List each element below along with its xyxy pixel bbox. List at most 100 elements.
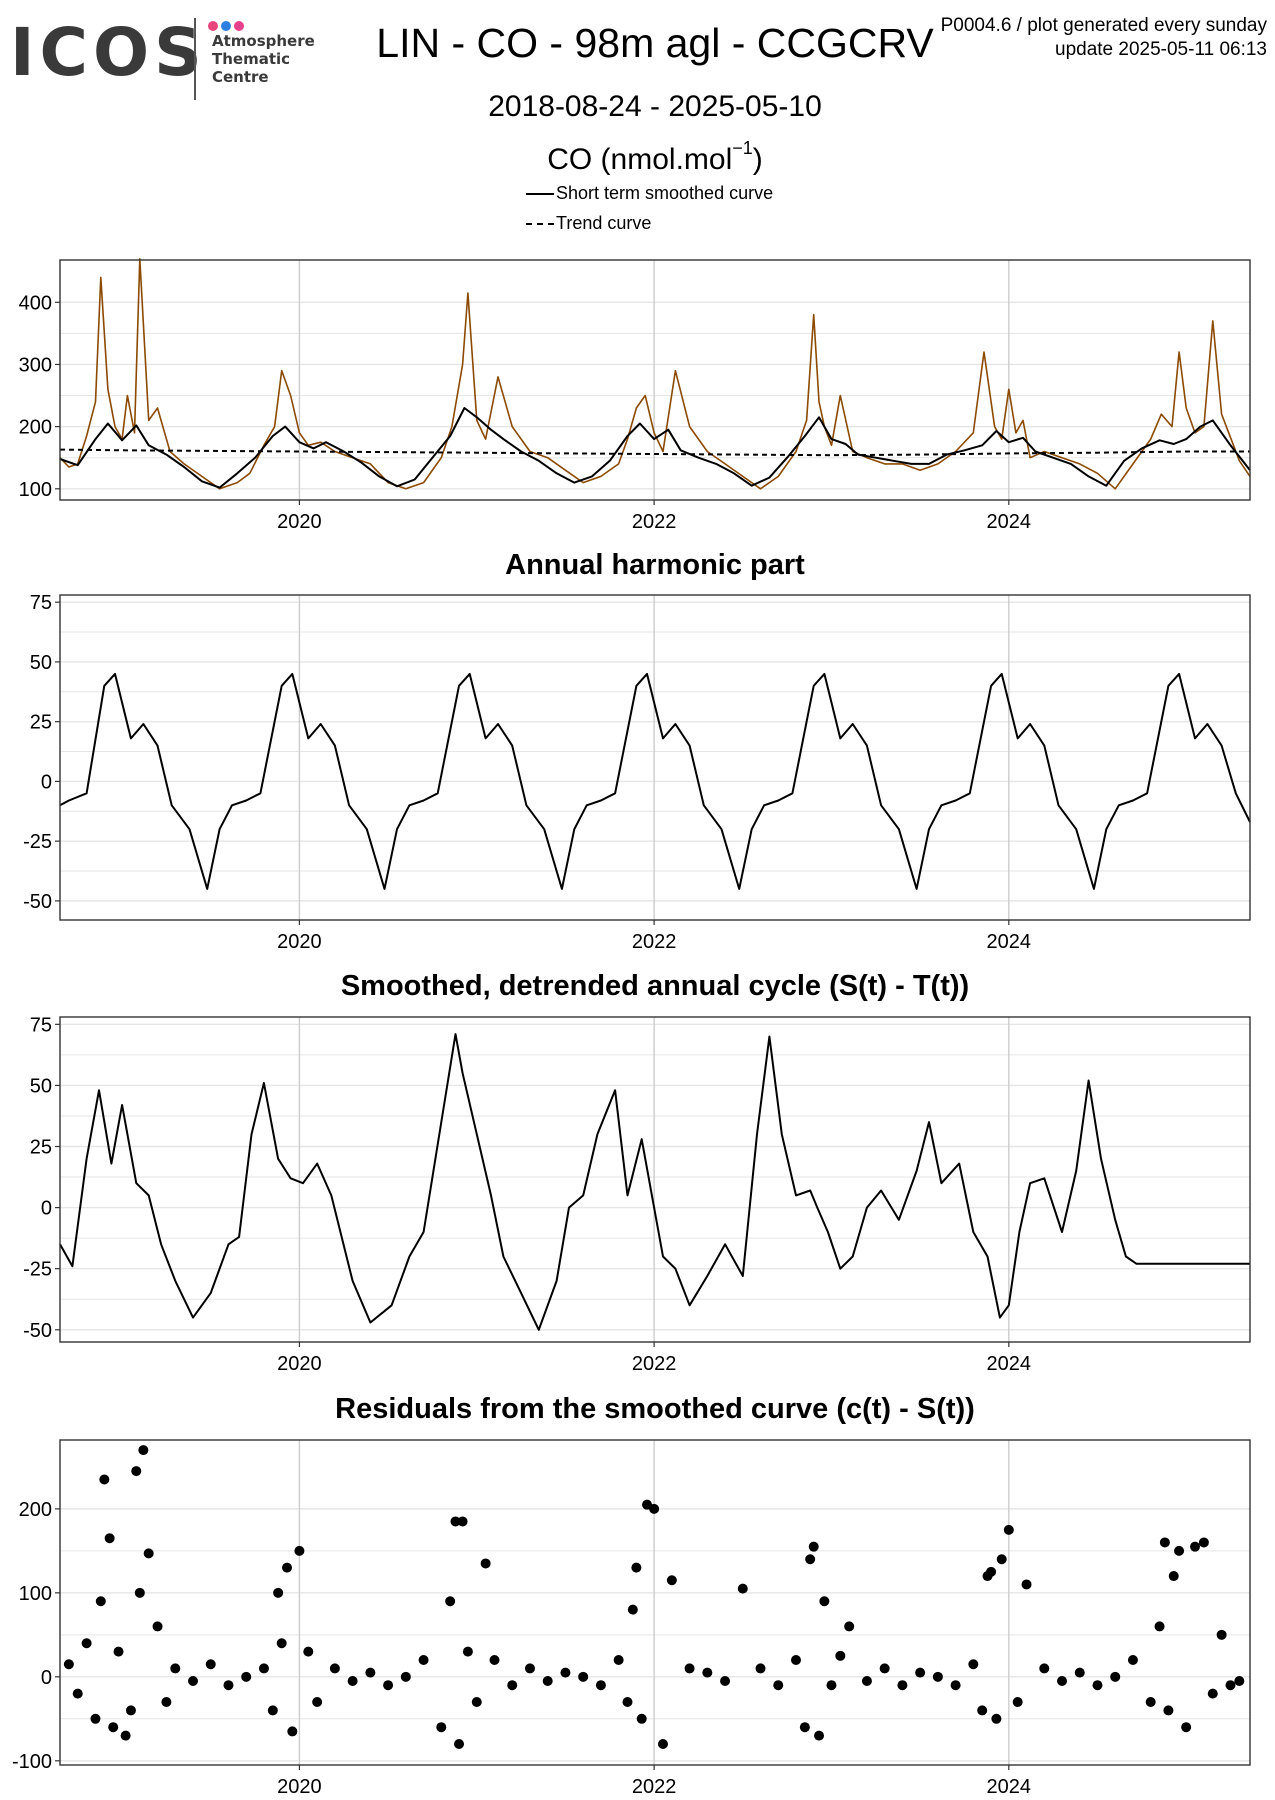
period-subtitle: 2018-08-24 - 2025-05-10 <box>488 90 822 123</box>
x-tick-label: 2022 <box>632 1776 677 1798</box>
y-tick-label: 0 <box>41 771 52 793</box>
panel-residuals: Residuals from the smoothed curve (c(t) … <box>12 1393 1251 1798</box>
series-line-main <box>59 672 1251 890</box>
legend: Short term smoothed curve Trend curve <box>526 178 773 238</box>
residual-point <box>968 1659 979 1670</box>
y-tick-label: 50 <box>30 652 52 674</box>
residual-point <box>329 1663 340 1674</box>
residual-point <box>808 1541 819 1552</box>
residual-point <box>861 1676 872 1687</box>
logo-dot-2 <box>221 21 231 31</box>
residual-point <box>347 1676 358 1687</box>
logo-dot-3 <box>234 21 244 31</box>
logo-dots <box>208 18 247 36</box>
residual-point <box>138 1445 149 1456</box>
y-tick-label: 200 <box>19 417 52 439</box>
residual-point <box>790 1655 801 1666</box>
residual-point <box>986 1566 997 1577</box>
residual-point <box>1057 1676 1068 1687</box>
residual-point <box>814 1730 825 1741</box>
residual-point <box>595 1680 606 1691</box>
x-tick-label: 2022 <box>632 1353 677 1375</box>
meta-update: update 2025-05-11 06:13 <box>1055 39 1267 60</box>
residual-point <box>120 1730 131 1741</box>
residual-point <box>524 1663 535 1674</box>
x-tick-label: 2020 <box>277 1353 322 1375</box>
residual-point <box>1012 1697 1023 1708</box>
residual-point <box>996 1554 1007 1565</box>
residual-point <box>897 1680 908 1691</box>
y-tick-label: -50 <box>23 891 52 913</box>
residual-point <box>1168 1571 1179 1582</box>
y-tick-label: 25 <box>30 1137 52 1159</box>
residual-point <box>267 1705 278 1716</box>
residual-point <box>950 1680 961 1691</box>
residual-point <box>383 1680 394 1691</box>
residual-point <box>1234 1676 1245 1687</box>
icos-logo: ICOS Atmosphere Thematic Centre <box>8 14 328 104</box>
residual-point <box>755 1663 766 1674</box>
residual-point <box>63 1659 74 1670</box>
residual-point <box>1039 1663 1050 1674</box>
residual-point <box>125 1705 136 1716</box>
residual-point <box>72 1688 83 1699</box>
residual-point <box>1127 1655 1138 1666</box>
residual-point <box>241 1671 252 1682</box>
residual-point <box>471 1697 482 1708</box>
legend-swatch-solid <box>526 193 554 196</box>
residual-point <box>773 1680 784 1691</box>
residual-point <box>799 1722 810 1733</box>
y-tick-label: -25 <box>23 831 52 853</box>
x-tick-label: 2024 <box>987 931 1032 953</box>
chart-title: LIN - CO - 98m agl - CCGCRV <box>376 20 934 66</box>
unit-label: CO (nmol.mol−1) <box>330 138 980 177</box>
residual-point <box>170 1663 181 1674</box>
residual-point <box>622 1697 633 1708</box>
plot-meta: P0004.6 / plot generated every sunday up… <box>941 14 1267 62</box>
residual-point <box>418 1655 429 1666</box>
y-tick-label: 100 <box>19 479 52 501</box>
y-tick-label: -50 <box>23 1320 52 1342</box>
residual-point <box>819 1596 830 1607</box>
x-tick-label: 2024 <box>987 511 1032 533</box>
series-line-main <box>59 1033 1250 1331</box>
residual-point <box>1216 1629 1227 1640</box>
residual-point <box>1154 1621 1165 1632</box>
y-tick-label: -25 <box>23 1259 52 1281</box>
residual-point <box>462 1646 473 1657</box>
residual-point <box>613 1655 624 1666</box>
residual-point <box>188 1676 199 1687</box>
x-tick-label: 2024 <box>987 1353 1032 1375</box>
x-tick-label: 2020 <box>277 931 322 953</box>
plot-frame <box>59 1439 1251 1766</box>
y-tick-label: 400 <box>19 292 52 314</box>
panel-title: Residuals from the smoothed curve (c(t) … <box>335 1393 975 1425</box>
residual-point <box>113 1646 124 1657</box>
legend-label-trend: Trend curve <box>556 213 652 233</box>
residual-point <box>90 1713 101 1724</box>
plot-frame <box>59 594 1251 921</box>
residual-point <box>480 1558 491 1569</box>
plot-frame <box>59 1016 1251 1343</box>
y-tick-label: 200 <box>19 1499 52 1521</box>
y-tick-label: 25 <box>30 712 52 734</box>
residual-point <box>991 1713 1002 1724</box>
residual-point <box>649 1503 660 1514</box>
residual-point <box>702 1667 713 1678</box>
residual-point <box>489 1655 500 1666</box>
residual-point <box>737 1583 748 1594</box>
residual-point <box>294 1545 305 1556</box>
residual-point <box>99 1474 110 1485</box>
meta-generated: P0004.6 / plot generated every sunday <box>940 15 1267 36</box>
y-tick-label: 50 <box>30 1075 52 1097</box>
residual-point <box>666 1575 677 1586</box>
legend-item-trend: Trend curve <box>526 208 773 238</box>
residual-point <box>1225 1680 1236 1691</box>
y-tick-label: 0 <box>41 1198 52 1220</box>
residual-point <box>560 1667 571 1678</box>
residual-point <box>161 1697 172 1708</box>
residual-point <box>131 1466 142 1477</box>
residual-point <box>258 1663 269 1674</box>
residual-point <box>365 1667 376 1678</box>
